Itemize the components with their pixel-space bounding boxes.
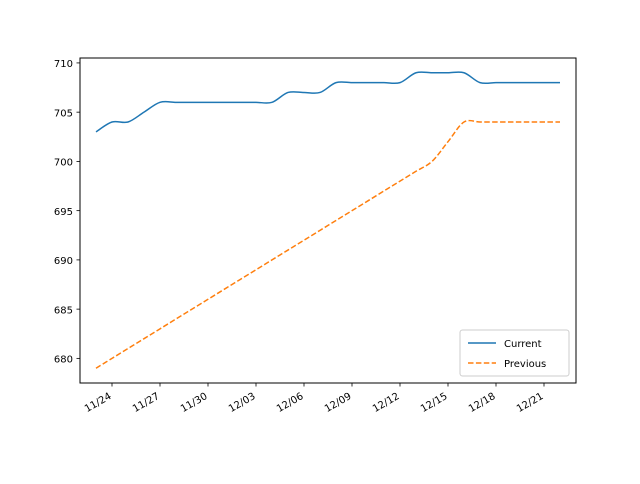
y-tick-label: 695 <box>54 207 73 218</box>
y-tick-label: 710 <box>54 59 73 70</box>
y-tick-label: 705 <box>54 108 73 119</box>
y-axis: 680 685 690 695 700 705 710 <box>54 59 80 366</box>
legend-label-current: Current <box>504 339 542 350</box>
y-tick-label: 690 <box>54 256 73 267</box>
legend-label-previous: Previous <box>504 359 546 370</box>
y-tick-label: 680 <box>54 355 73 366</box>
y-tick-label: 685 <box>54 305 73 316</box>
y-tick-label: 700 <box>54 158 73 169</box>
plot-frame <box>79 57 577 384</box>
series-lines <box>95 71 560 369</box>
series-line-current <box>95 71 560 133</box>
legend-box <box>459 329 570 377</box>
series-line-previous <box>95 119 560 369</box>
legend: Current Previous <box>459 329 570 377</box>
